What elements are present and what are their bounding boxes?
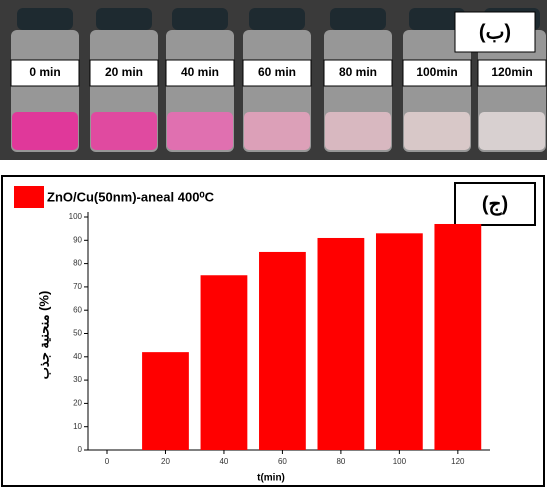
vial-label: 0 min <box>29 65 60 79</box>
vial-label-box <box>242 59 312 87</box>
photo-panel: 0 min 20 min 40 min 60 min 80 min 100min 120mi… <box>0 0 547 160</box>
vial-cap <box>17 8 73 30</box>
legend-label: ZnO/Cu(50nm)-aneal 400⁰C <box>47 189 215 204</box>
vial-label: 80 min <box>339 65 377 79</box>
y-tick-label: 80 <box>73 259 82 268</box>
x-tick-label: 100 <box>393 457 407 466</box>
vial-cap <box>330 8 386 30</box>
vials: 0 min 20 min 40 min 60 min 80 min 100min 120mi… <box>10 8 547 152</box>
vial-label: 60 min <box>258 65 296 79</box>
y-tick-label: 50 <box>73 329 82 338</box>
vial-liquid <box>479 112 545 150</box>
vial-label-box <box>10 59 80 87</box>
vial-label-box <box>89 59 159 87</box>
y-tick-label: 100 <box>69 212 83 221</box>
panel-label: (ج) <box>482 193 508 216</box>
legend-swatch <box>14 186 44 208</box>
y-tick-label: 40 <box>73 352 82 361</box>
bar <box>375 233 423 450</box>
vial-label-box <box>477 59 547 87</box>
vial-label: 100min <box>416 65 457 79</box>
y-tick-label: 30 <box>73 375 82 384</box>
bar <box>434 223 482 450</box>
vial-label-box <box>402 59 472 87</box>
y-tick-label: 70 <box>73 282 82 291</box>
vial-label: 20 min <box>105 65 143 79</box>
vial-cap <box>96 8 152 30</box>
vial-liquid <box>167 112 233 150</box>
x-tick-label: 0 <box>105 457 110 466</box>
vial-cap <box>249 8 305 30</box>
y-tick-label: 20 <box>73 399 82 408</box>
vial-label-box <box>323 59 393 87</box>
x-tick-label: 40 <box>219 457 228 466</box>
x-tick-label: 60 <box>278 457 287 466</box>
bar <box>259 251 306 450</box>
panel-label-box <box>454 11 536 53</box>
panel-label: (ب) <box>479 21 511 43</box>
panel-label-box <box>454 182 536 226</box>
vial-liquid <box>404 112 470 150</box>
vial-cap <box>409 8 465 30</box>
vial-liquid <box>325 112 391 150</box>
vial-label: 40 min <box>181 65 219 79</box>
vial-liquid <box>244 112 310 150</box>
x-axis-label: t(min) <box>257 473 285 484</box>
y-axis-label: منحنية جذب (%) <box>36 291 51 380</box>
x-tick-label: 120 <box>451 457 465 466</box>
vial-liquid <box>12 112 78 150</box>
bar <box>200 275 248 450</box>
bar <box>142 352 189 450</box>
x-tick-label: 80 <box>336 457 345 466</box>
vial-label: 120min <box>491 65 532 79</box>
bar <box>317 237 365 450</box>
y-tick-label: 0 <box>78 445 83 454</box>
y-tick-label: 10 <box>73 422 82 431</box>
y-tick-label: 60 <box>73 305 82 314</box>
vial-cap <box>172 8 228 30</box>
x-tick-label: 20 <box>161 457 170 466</box>
vial-label-box <box>165 59 235 87</box>
y-tick-label: 90 <box>73 235 82 244</box>
vial-liquid <box>91 112 157 150</box>
